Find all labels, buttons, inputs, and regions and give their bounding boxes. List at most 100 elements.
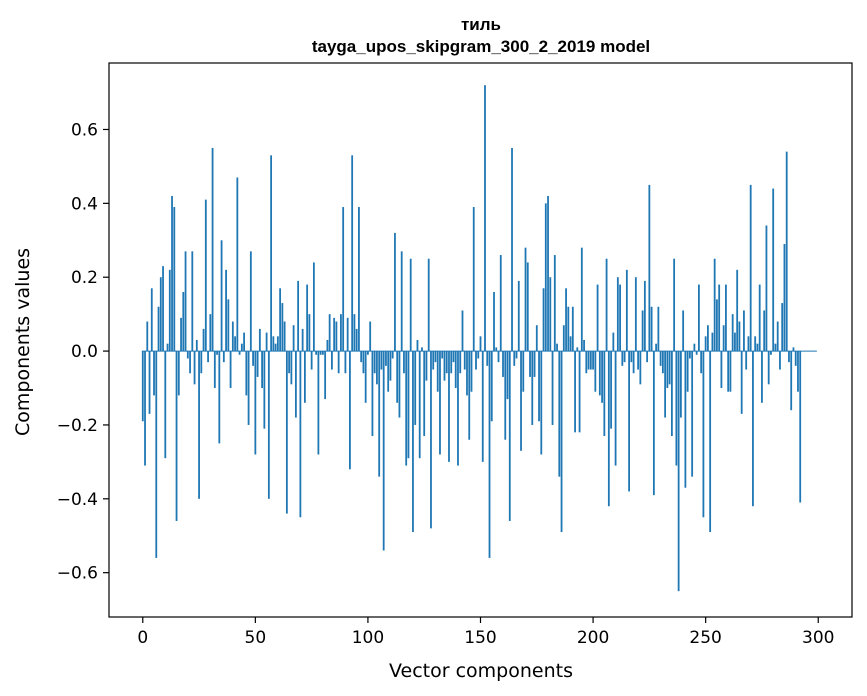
- bar: [472, 207, 475, 352]
- bar: [720, 351, 723, 389]
- bar: [337, 351, 340, 374]
- bar: [794, 351, 797, 366]
- bar: [342, 207, 345, 352]
- bar: [486, 351, 489, 366]
- bar: [562, 325, 565, 352]
- bar: [265, 332, 268, 352]
- bar: [677, 351, 680, 592]
- bar: [580, 247, 583, 352]
- bar: [661, 351, 664, 374]
- bar: [263, 351, 266, 429]
- bar: [299, 351, 302, 518]
- bar: [439, 351, 441, 455]
- bar: [502, 351, 504, 377]
- bar: [698, 284, 700, 352]
- bar: [601, 351, 603, 403]
- bar: [650, 306, 653, 352]
- bar: [490, 351, 493, 422]
- bar: [610, 351, 612, 429]
- bar: [535, 325, 538, 352]
- bar: [267, 351, 270, 499]
- bar: [526, 262, 529, 352]
- x-tick-label: 300: [802, 628, 834, 648]
- bar: [171, 195, 173, 352]
- bar: [195, 340, 198, 352]
- bar: [576, 347, 579, 352]
- bar: [688, 351, 691, 359]
- bar: [297, 280, 300, 352]
- bar: [659, 351, 662, 366]
- bar: [675, 351, 678, 466]
- bar: [319, 351, 322, 355]
- bar: [240, 343, 243, 352]
- bar: [308, 314, 311, 352]
- bar: [416, 340, 419, 352]
- bar: [583, 340, 585, 352]
- bar: [436, 351, 439, 392]
- bar: [466, 351, 468, 396]
- bar: [499, 255, 502, 352]
- bar: [565, 288, 567, 352]
- bar: [531, 351, 534, 425]
- bar: [517, 280, 520, 352]
- bar: [403, 351, 405, 374]
- bar: [740, 351, 743, 414]
- bar: [682, 310, 685, 352]
- bar: [380, 351, 383, 370]
- bar: [630, 351, 633, 363]
- bar: [736, 269, 739, 352]
- bar: [632, 351, 635, 374]
- bar: [376, 351, 378, 385]
- bar: [785, 151, 788, 352]
- bar: [238, 351, 241, 355]
- y-tick-label: 0.6: [71, 120, 98, 140]
- bar: [542, 288, 545, 352]
- bar: [544, 203, 547, 352]
- y-tick-label: 0.4: [71, 194, 98, 214]
- bar: [351, 155, 354, 352]
- bar: [211, 147, 214, 352]
- bar: [256, 351, 259, 377]
- bar: [382, 351, 385, 551]
- bar: [727, 351, 730, 392]
- bar: [792, 347, 795, 352]
- bar: [335, 321, 338, 352]
- bar: [747, 336, 750, 352]
- bar: [637, 351, 640, 370]
- bar: [182, 291, 185, 352]
- bar: [218, 351, 221, 444]
- bar: [585, 351, 588, 374]
- y-tick-label: −0.4: [57, 490, 98, 510]
- bar: [670, 351, 673, 437]
- bar: [607, 351, 610, 507]
- bar: [713, 258, 716, 352]
- bar: [560, 351, 563, 533]
- bar: [153, 351, 155, 396]
- bar: [378, 351, 381, 477]
- bar: [423, 351, 426, 437]
- bar: [479, 336, 482, 352]
- bar: [508, 351, 511, 521]
- bar: [162, 266, 164, 352]
- bar: [459, 351, 462, 374]
- bar: [729, 351, 732, 392]
- bar: [781, 303, 784, 352]
- bar: [220, 240, 223, 352]
- bar: [418, 351, 421, 459]
- bar: [693, 343, 696, 352]
- bar: [254, 351, 257, 455]
- bar: [270, 155, 273, 352]
- bar: [571, 306, 574, 352]
- bar: [621, 351, 624, 366]
- bar: [450, 351, 453, 374]
- bar: [799, 351, 802, 503]
- bar: [434, 351, 437, 363]
- bar: [558, 351, 561, 477]
- bar: [353, 314, 356, 352]
- bar: [189, 351, 191, 374]
- bar: [209, 314, 212, 352]
- bar: [207, 351, 209, 363]
- bar: [164, 351, 167, 459]
- bar: [452, 351, 455, 363]
